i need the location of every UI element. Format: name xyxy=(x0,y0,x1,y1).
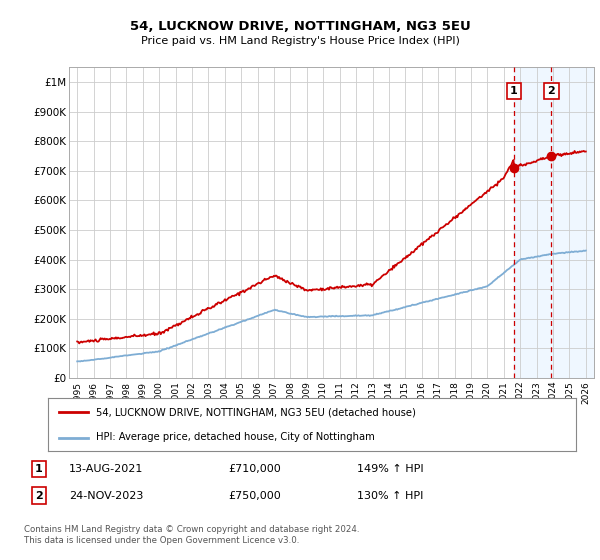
Text: 24-NOV-2023: 24-NOV-2023 xyxy=(69,491,143,501)
Text: 149% ↑ HPI: 149% ↑ HPI xyxy=(357,464,424,474)
Text: 1: 1 xyxy=(510,86,518,96)
Text: 54, LUCKNOW DRIVE, NOTTINGHAM, NG3 5EU: 54, LUCKNOW DRIVE, NOTTINGHAM, NG3 5EU xyxy=(130,20,470,32)
Text: 13-AUG-2021: 13-AUG-2021 xyxy=(69,464,143,474)
Text: 1: 1 xyxy=(35,464,43,474)
Text: 2: 2 xyxy=(547,86,555,96)
Text: Price paid vs. HM Land Registry's House Price Index (HPI): Price paid vs. HM Land Registry's House … xyxy=(140,36,460,46)
Text: 2: 2 xyxy=(35,491,43,501)
Text: £750,000: £750,000 xyxy=(228,491,281,501)
Text: £710,000: £710,000 xyxy=(228,464,281,474)
Text: Contains HM Land Registry data © Crown copyright and database right 2024.
This d: Contains HM Land Registry data © Crown c… xyxy=(24,525,359,545)
Text: 54, LUCKNOW DRIVE, NOTTINGHAM, NG3 5EU (detached house): 54, LUCKNOW DRIVE, NOTTINGHAM, NG3 5EU (… xyxy=(95,408,415,418)
Text: 130% ↑ HPI: 130% ↑ HPI xyxy=(357,491,424,501)
Bar xyxy=(514,67,600,378)
Text: HPI: Average price, detached house, City of Nottingham: HPI: Average price, detached house, City… xyxy=(95,432,374,442)
